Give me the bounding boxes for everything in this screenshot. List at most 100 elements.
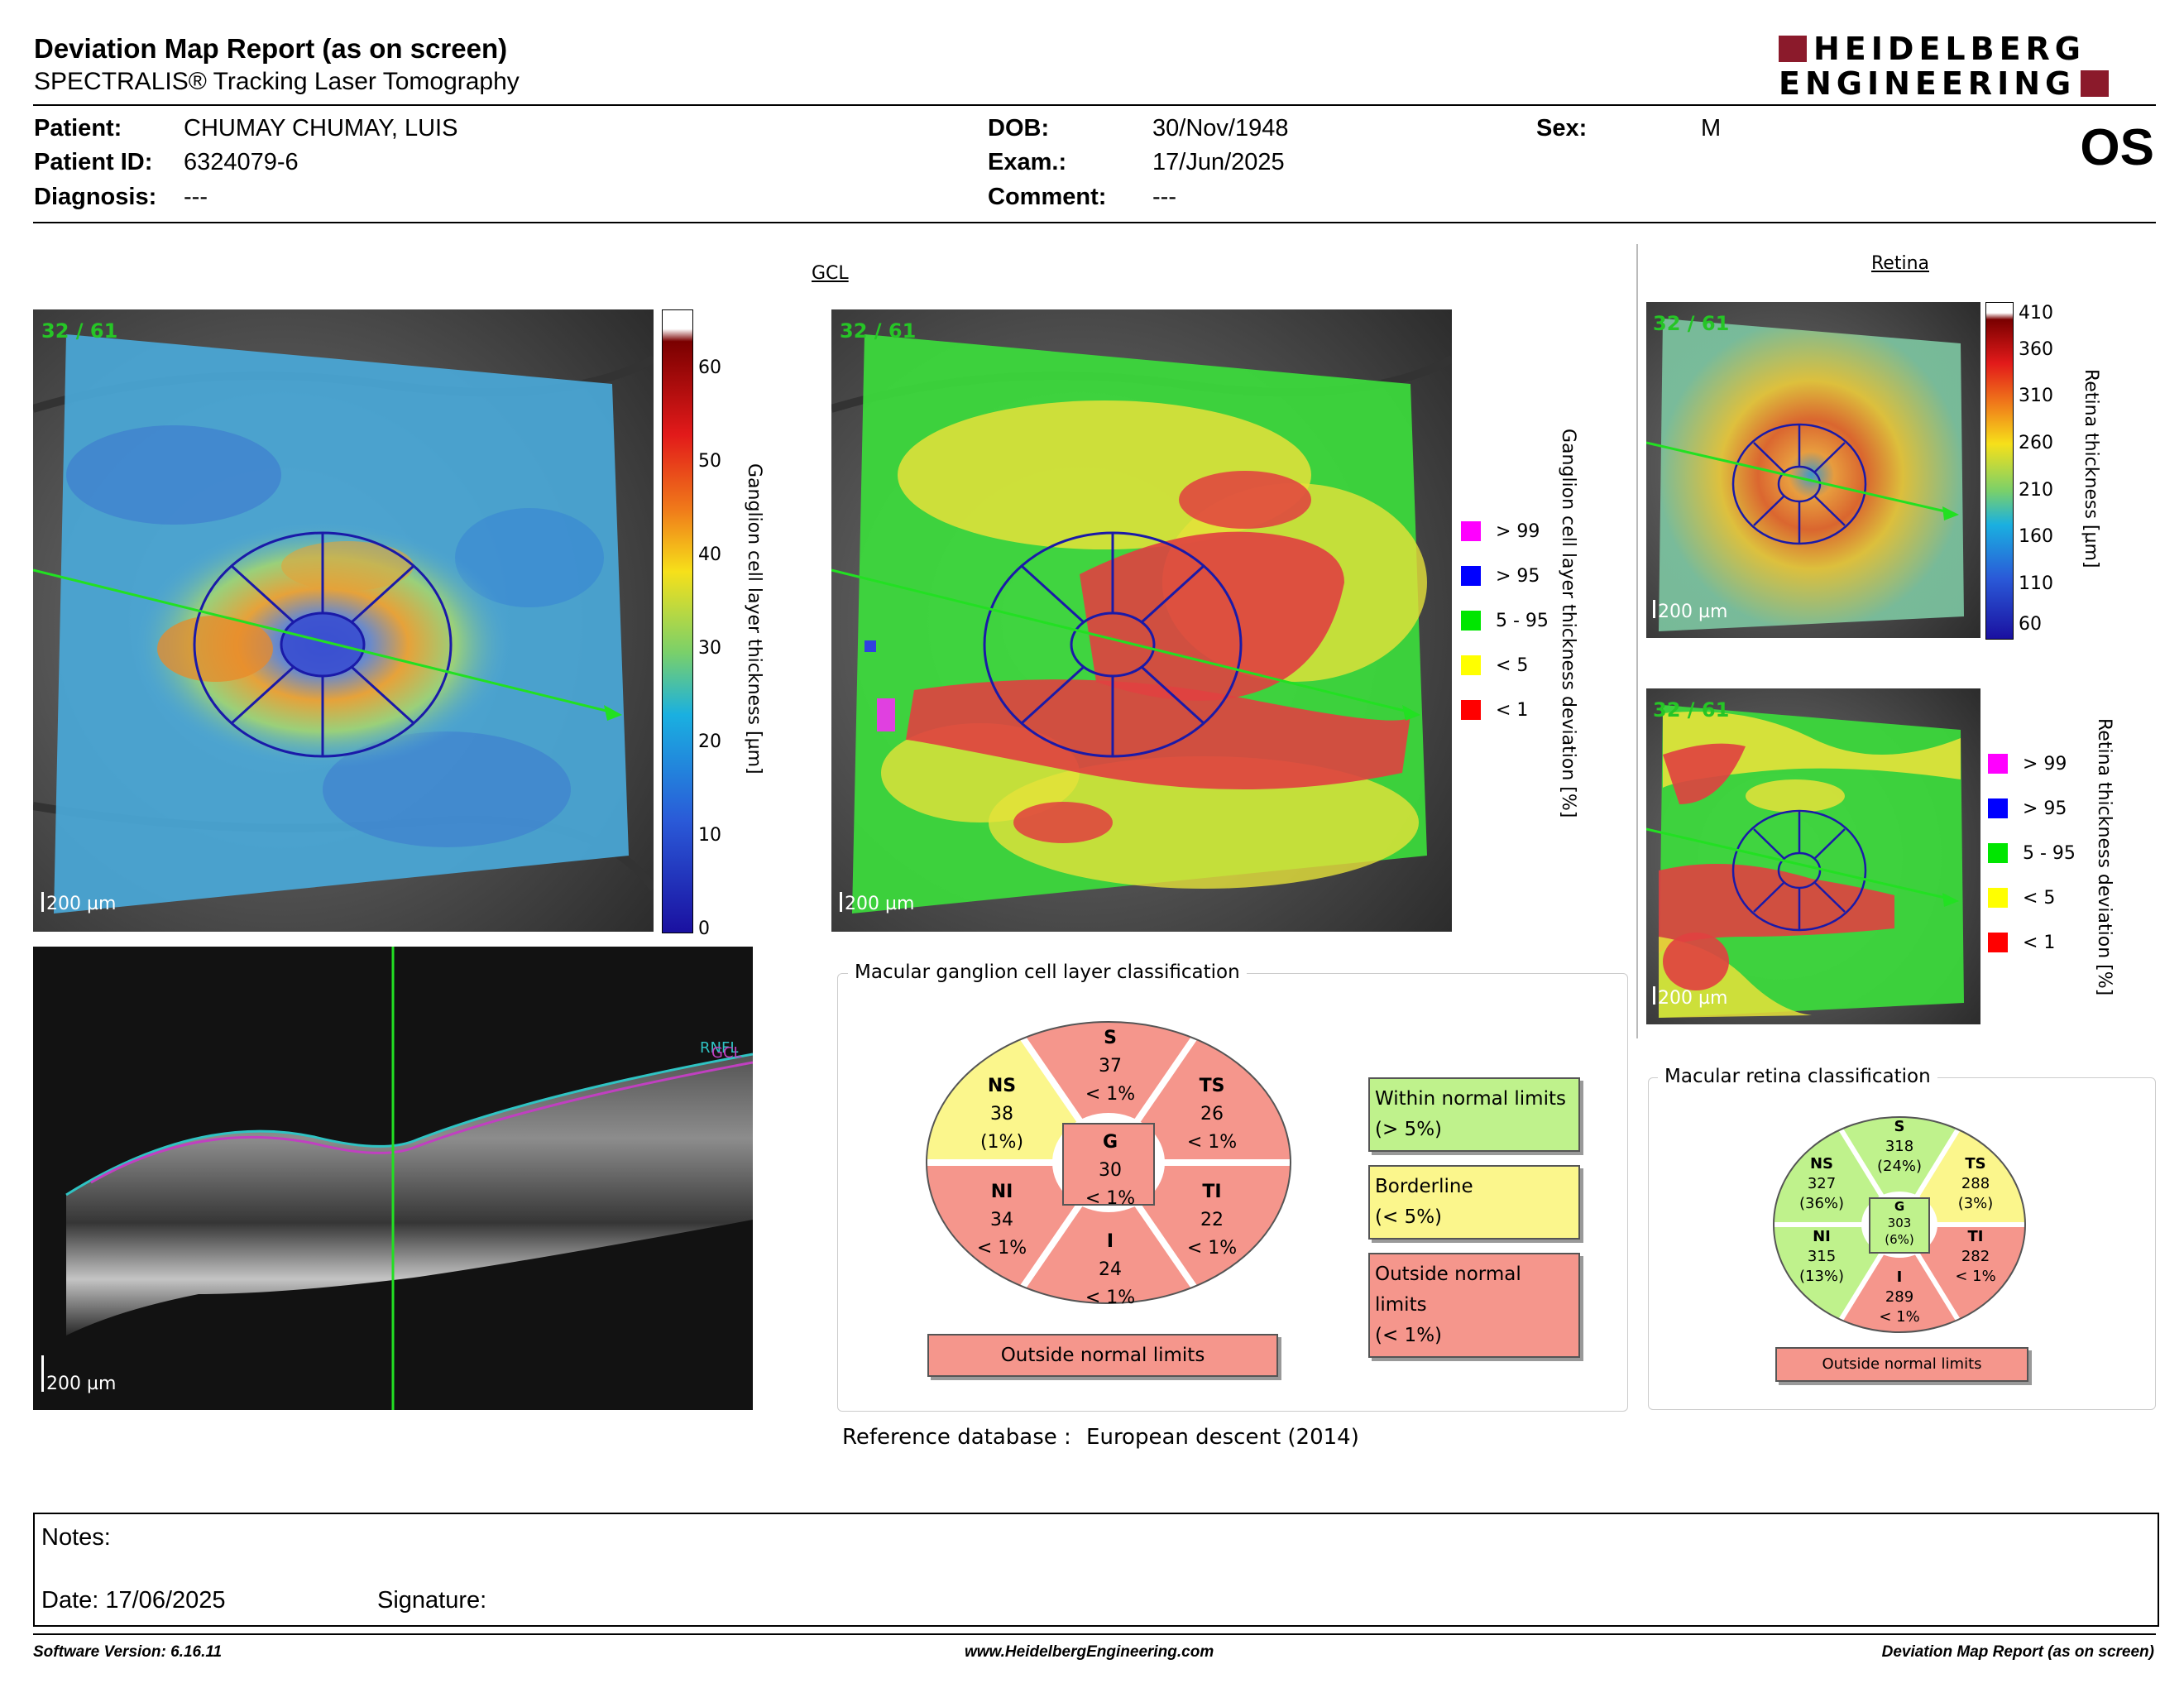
report-subtitle: SPECTRALIS® Tracking Laser Tomography xyxy=(34,68,520,95)
sector-pct: (24%) xyxy=(1876,1158,1923,1175)
dob-label: DOB: xyxy=(988,115,1050,141)
key-label: Outside normal limits xyxy=(1375,1264,1521,1316)
footer-report-name: Deviation Map Report (as on screen) xyxy=(1881,1643,2154,1661)
retina-sector-ti: TI 282 < 1% xyxy=(1951,1227,2000,1287)
colorbar-tick: 360 xyxy=(2019,339,2053,360)
website-link[interactable]: www.HeidelbergEngineering.com xyxy=(965,1643,1214,1661)
gcl-sector-s: S 37 < 1% xyxy=(1073,1024,1147,1109)
key-within-normal: Within normal limits (> 5%) xyxy=(1368,1077,1580,1152)
legend-swatch xyxy=(1461,700,1481,720)
key-label: Within normal limits xyxy=(1375,1088,1566,1110)
header-rule xyxy=(33,104,2156,106)
gcl-sector-i: I 24 < 1% xyxy=(1073,1228,1147,1312)
notes-box[interactable]: Notes: Date: 17/06/2025 Signature: xyxy=(33,1513,2159,1627)
sector-value: 315 xyxy=(1807,1248,1837,1265)
retina-sector-ts: TS 288 (3%) xyxy=(1951,1154,2000,1214)
retina-overall-classification: Outside normal limits xyxy=(1775,1347,2028,1382)
sector-name: I xyxy=(1896,1268,1903,1286)
scale-bar-label: 200 µm xyxy=(845,894,915,914)
legend-swatch xyxy=(1988,888,2008,908)
retina-sector-chart xyxy=(1773,1115,2026,1334)
gcl-classification-title: Macular ganglion cell layer classificati… xyxy=(848,961,1247,983)
patient-label: Patient: xyxy=(34,115,122,141)
gcl-overall-classification: Outside normal limits xyxy=(927,1334,1278,1377)
sector-pct: (1%) xyxy=(979,1132,1024,1153)
key-threshold: (< 1%) xyxy=(1375,1325,1443,1346)
scan-index-label: 32 / 61 xyxy=(1653,698,1730,722)
reference-database: Reference database : European descent (2… xyxy=(842,1425,1359,1450)
gcl-section-title: GCL xyxy=(812,263,849,284)
retina-sector-g: G 303 (6%) xyxy=(1875,1198,1924,1248)
sector-value: 303 xyxy=(1887,1216,1912,1230)
legend-label: > 95 xyxy=(1496,565,1540,587)
retina-sector-ns: NS 327 (36%) xyxy=(1797,1154,1846,1214)
scale-bar-icon xyxy=(41,892,44,912)
sector-value: 318 xyxy=(1885,1138,1914,1155)
colorbar-tick: 40 xyxy=(698,544,721,565)
gcl-thickness-map[interactable]: 32 / 61 200 µm xyxy=(33,309,654,932)
sector-pct: (13%) xyxy=(1798,1268,1845,1285)
footer-rule xyxy=(33,1633,2156,1635)
scan-index-label: 32 / 61 xyxy=(41,319,118,343)
gcl-deviation-map[interactable]: 32 / 61 200 µm xyxy=(831,309,1452,932)
legend-label: > 99 xyxy=(2023,753,2067,774)
retina-sector-s: S 318 (24%) xyxy=(1875,1117,1924,1177)
sector-pct: < 1% xyxy=(1085,1188,1136,1209)
retina-sector-i: I 289 < 1% xyxy=(1875,1268,1924,1327)
sector-pct: < 1% xyxy=(1186,1132,1238,1153)
comment-value: --- xyxy=(1152,184,1176,210)
legend-swatch xyxy=(1461,611,1481,631)
legend-label: < 1 xyxy=(1496,699,1529,721)
logo-line1: HEIDELBERG xyxy=(1813,31,2086,67)
sector-value: 38 xyxy=(990,1104,1013,1125)
colorbar-tick: 20 xyxy=(698,731,721,752)
sector-name: TS xyxy=(1965,1155,1986,1172)
diagnosis-value: --- xyxy=(184,184,208,210)
oct-bscan-image[interactable]: RNFL GCL 200 µm xyxy=(33,947,753,1410)
diagnosis-label: Diagnosis: xyxy=(34,184,157,210)
key-borderline: Borderline (< 5%) xyxy=(1368,1165,1580,1240)
legend-label: < 5 xyxy=(1496,655,1529,676)
sector-pct: < 1% xyxy=(1085,1288,1136,1308)
notes-label: Notes: xyxy=(41,1524,111,1551)
sector-value: 289 xyxy=(1885,1288,1914,1306)
retina-thickness-map[interactable]: 32 / 61 200 µm xyxy=(1646,302,1980,638)
sector-pct: < 1% xyxy=(1085,1084,1136,1105)
colorbar-tick: 260 xyxy=(2019,433,2053,453)
legend-label: > 95 xyxy=(2023,798,2067,819)
legend-label: 5 - 95 xyxy=(1496,610,1549,631)
scale-bar-icon xyxy=(840,892,842,912)
scale-bar-icon xyxy=(1653,986,1655,1005)
colorbar-tick: 110 xyxy=(2019,573,2053,594)
legend-item: > 95 xyxy=(1988,786,2095,831)
sex-value: M xyxy=(1701,115,1722,141)
sector-pct: < 1% xyxy=(1186,1238,1238,1259)
sector-pct: (6%) xyxy=(1885,1232,1914,1247)
reference-label: Reference database : xyxy=(842,1425,1071,1450)
section-divider xyxy=(1636,244,1638,1038)
legend-label: > 99 xyxy=(1496,520,1540,542)
patient-rule xyxy=(33,222,2156,223)
sector-name: TI xyxy=(1202,1182,1222,1202)
colorbar-tick: 310 xyxy=(2019,386,2053,406)
rnfl-layer-label: RNFL xyxy=(700,1039,739,1057)
scale-bar-label: 200 µm xyxy=(1658,988,1728,1009)
retina-sector-ni: NI 315 (13%) xyxy=(1797,1227,1846,1287)
legend-label: 5 - 95 xyxy=(2023,842,2076,864)
retina-section-title: Retina xyxy=(1871,253,1929,274)
sector-value: 34 xyxy=(990,1210,1013,1230)
sector-name: NI xyxy=(990,1182,1013,1202)
legend-label: < 1 xyxy=(2023,932,2056,953)
key-threshold: (< 5%) xyxy=(1375,1206,1443,1228)
date-label: Date: 17/06/2025 xyxy=(41,1587,226,1614)
scale-bar-icon xyxy=(1653,600,1655,618)
retina-deviation-map[interactable]: 32 / 61 200 µm xyxy=(1646,688,1980,1024)
signature-label[interactable]: Signature: xyxy=(377,1587,487,1614)
sector-value: 24 xyxy=(1099,1259,1122,1280)
sector-name: TI xyxy=(1967,1228,1984,1245)
gcl-thickness-colorbar xyxy=(662,309,693,933)
sector-name: NI xyxy=(1813,1228,1831,1245)
legend-swatch xyxy=(1988,798,2008,818)
legend-swatch xyxy=(1461,566,1481,586)
sex-label: Sex: xyxy=(1536,115,1588,141)
